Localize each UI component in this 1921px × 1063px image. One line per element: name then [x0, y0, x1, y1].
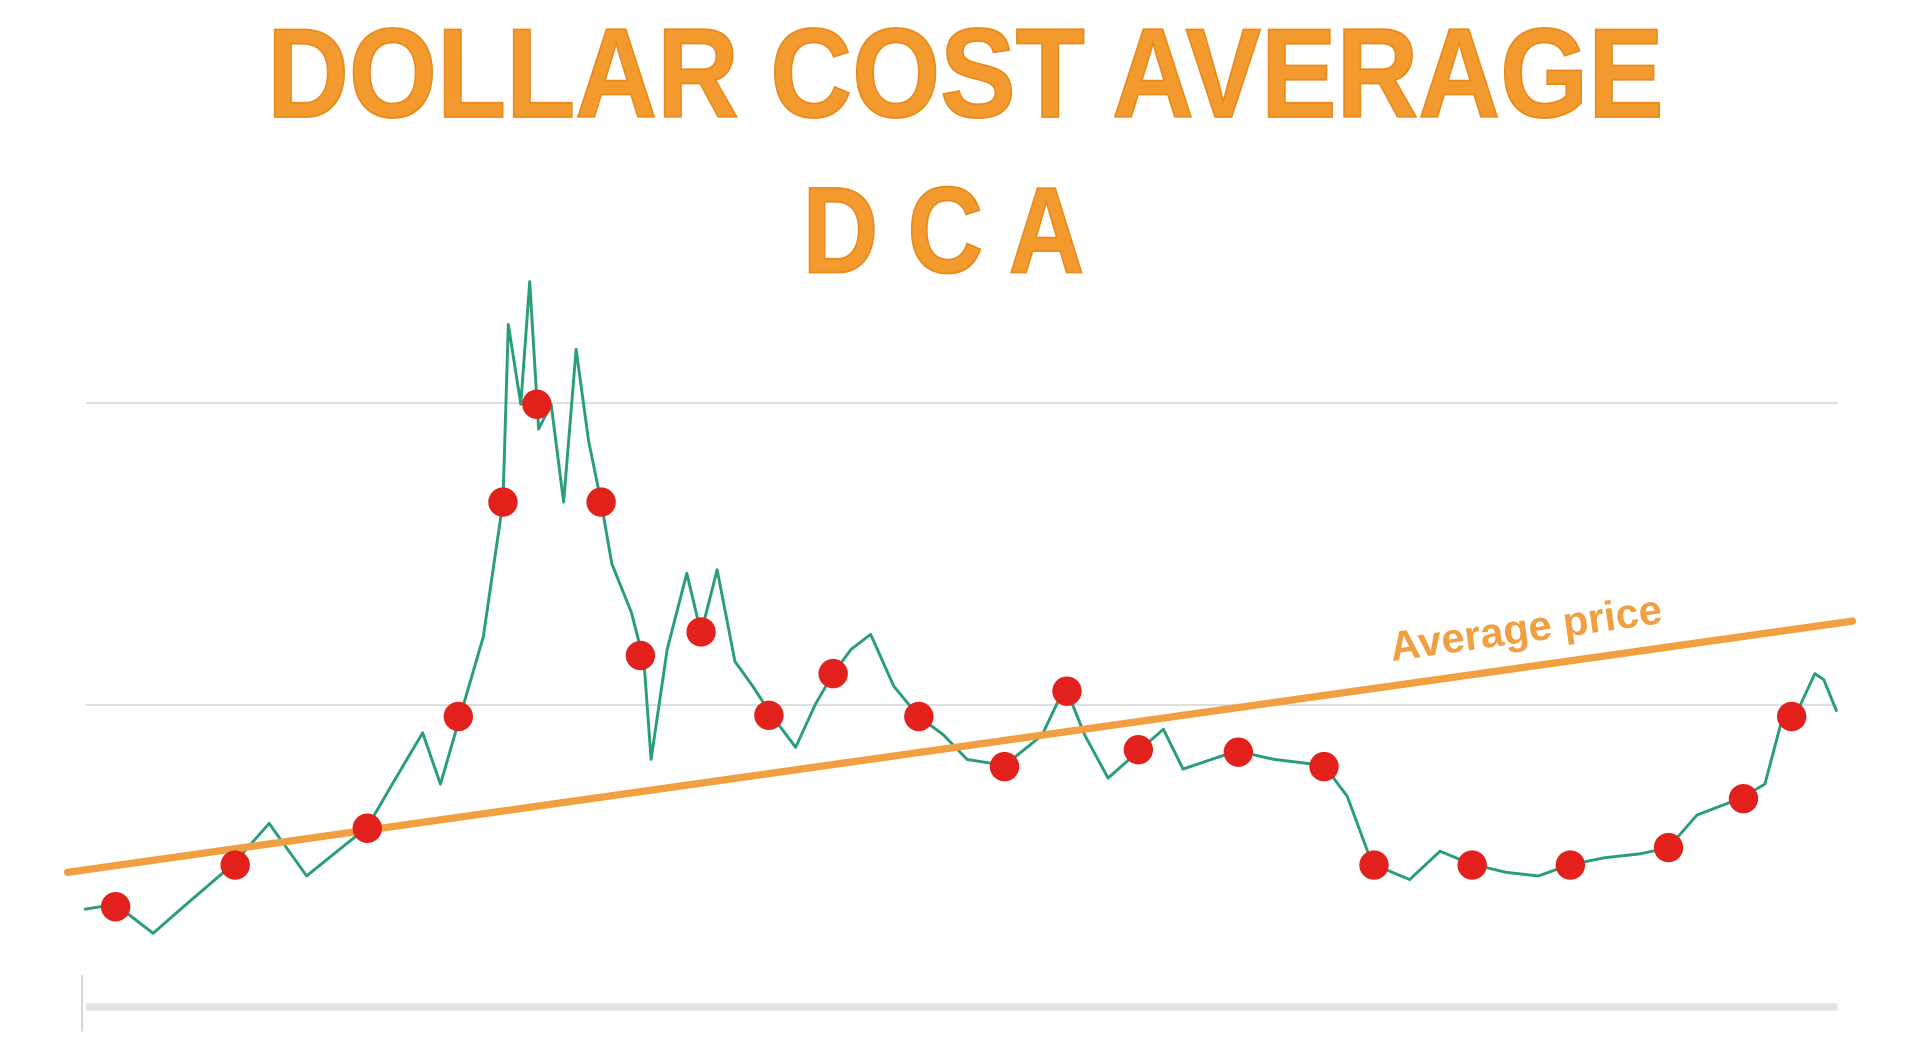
chart-title: DOLLAR COST AVERAGE: [267, 2, 1664, 144]
purchase-dot: [586, 487, 616, 517]
purchase-dot: [1653, 832, 1684, 863]
purchase-dot: [1457, 850, 1487, 880]
purchase-dot: [818, 658, 848, 689]
average-line: [63, 617, 1857, 877]
purchase-dot: [100, 892, 131, 922]
purchase-dot: [686, 617, 716, 647]
purchase-dot: [1123, 735, 1154, 765]
purchase-dot: [1223, 737, 1254, 767]
line-label: Average price: [1387, 585, 1665, 670]
purchase-dot: [904, 701, 934, 732]
purchase-dot: [1359, 850, 1389, 880]
purchase-dot: [1776, 701, 1807, 732]
purchase-dot: [522, 389, 552, 419]
purchase-dot: [754, 700, 784, 731]
chart-subtitle: D C A: [802, 161, 1084, 298]
purchase-dot: [1052, 676, 1082, 706]
purchase-dot: [220, 850, 250, 880]
purchase-dot: [625, 640, 656, 671]
purchase-dot: [989, 751, 1020, 782]
purchase-dot: [352, 813, 382, 843]
purchase-dot: [1555, 850, 1586, 880]
purchase-dot: [443, 701, 474, 732]
purchase-dot: [1309, 751, 1339, 782]
purchase-dot: [488, 487, 518, 517]
purchase-dot: [1728, 783, 1759, 814]
